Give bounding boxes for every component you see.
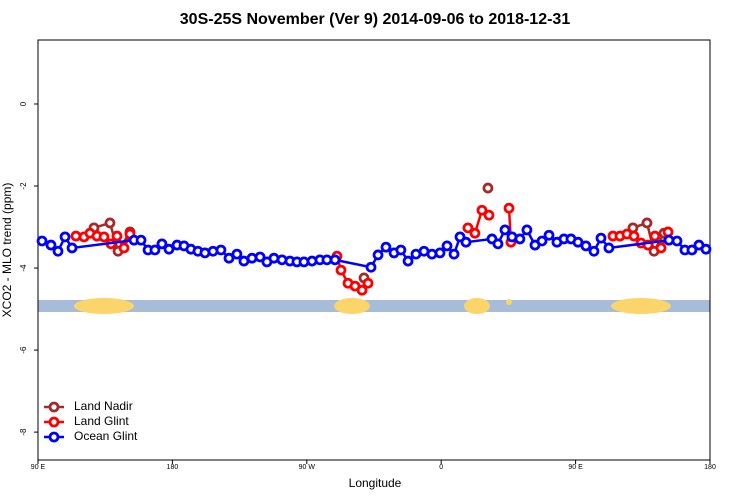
point bbox=[536, 235, 548, 247]
point bbox=[254, 251, 266, 263]
point bbox=[462, 222, 474, 234]
point bbox=[111, 230, 123, 242]
y-tick-label: 0 bbox=[19, 101, 28, 106]
point bbox=[98, 231, 110, 243]
point bbox=[448, 248, 460, 260]
point bbox=[595, 232, 607, 244]
land-region bbox=[611, 298, 671, 314]
point bbox=[163, 243, 175, 255]
point bbox=[503, 202, 515, 214]
y-tick-label: -6 bbox=[19, 346, 28, 354]
y-tick-label: -4 bbox=[19, 264, 28, 272]
point bbox=[45, 239, 57, 251]
point bbox=[362, 277, 374, 289]
legend-label: Land Nadir bbox=[74, 399, 133, 413]
point bbox=[223, 252, 235, 264]
point bbox=[628, 230, 640, 242]
x-tick-label: 180 bbox=[704, 464, 716, 471]
point bbox=[492, 238, 504, 250]
point bbox=[671, 235, 683, 247]
y-axis-title: XCO2 - MLO trend (ppm) bbox=[0, 183, 14, 318]
point bbox=[402, 255, 414, 267]
y-tick-label: -2 bbox=[19, 182, 28, 190]
point bbox=[469, 227, 481, 239]
point bbox=[59, 231, 71, 243]
point bbox=[499, 224, 511, 236]
point bbox=[641, 217, 653, 229]
point bbox=[36, 235, 48, 247]
point bbox=[662, 226, 674, 238]
x-tick-label: 90 E bbox=[31, 464, 46, 471]
legend-label: Land Glint bbox=[74, 414, 129, 428]
point bbox=[434, 247, 446, 259]
point bbox=[588, 245, 600, 257]
point bbox=[426, 248, 438, 260]
point bbox=[149, 244, 161, 256]
point bbox=[521, 224, 533, 236]
legend-marker bbox=[48, 431, 60, 443]
point bbox=[655, 242, 667, 254]
ocean-band bbox=[38, 300, 710, 312]
point bbox=[580, 240, 592, 252]
x-tick-label: 0 bbox=[439, 464, 443, 471]
point bbox=[483, 209, 495, 221]
series bbox=[70, 202, 674, 296]
point bbox=[441, 240, 453, 252]
point bbox=[215, 244, 227, 256]
series bbox=[36, 224, 712, 273]
point bbox=[52, 245, 64, 257]
legend-marker bbox=[48, 416, 60, 428]
point bbox=[700, 243, 712, 255]
x-tick-label: 90 W bbox=[299, 464, 316, 471]
point bbox=[66, 242, 78, 254]
land-region bbox=[74, 298, 134, 314]
point bbox=[460, 236, 472, 248]
point bbox=[686, 244, 698, 256]
point bbox=[135, 234, 147, 246]
x-tick-label: 180 bbox=[167, 464, 179, 471]
point bbox=[649, 230, 661, 242]
point bbox=[476, 204, 488, 216]
series bbox=[88, 182, 670, 284]
point bbox=[514, 233, 526, 245]
point bbox=[543, 229, 555, 241]
y-tick-label: -8 bbox=[19, 428, 28, 436]
x-axis-title: Longitude bbox=[349, 476, 402, 490]
point bbox=[231, 248, 243, 260]
legend-marker bbox=[48, 401, 60, 413]
point bbox=[329, 254, 341, 266]
land-band bbox=[38, 298, 710, 314]
point bbox=[156, 238, 168, 250]
point bbox=[104, 217, 116, 229]
point bbox=[365, 261, 377, 273]
point bbox=[482, 182, 494, 194]
point bbox=[380, 241, 392, 253]
chart-title: 30S-25S November (Ver 9) 2014-09-06 to 2… bbox=[180, 11, 571, 28]
point bbox=[372, 249, 384, 261]
land-region bbox=[506, 299, 512, 305]
land-region bbox=[464, 298, 490, 314]
legend-label: Ocean Glint bbox=[74, 429, 138, 443]
point bbox=[335, 264, 347, 276]
point bbox=[356, 284, 368, 296]
point bbox=[246, 252, 258, 264]
point bbox=[603, 242, 615, 254]
land-region bbox=[334, 298, 370, 314]
point bbox=[118, 242, 130, 254]
x-tick-label: 90 E bbox=[568, 464, 583, 471]
point bbox=[395, 244, 407, 256]
